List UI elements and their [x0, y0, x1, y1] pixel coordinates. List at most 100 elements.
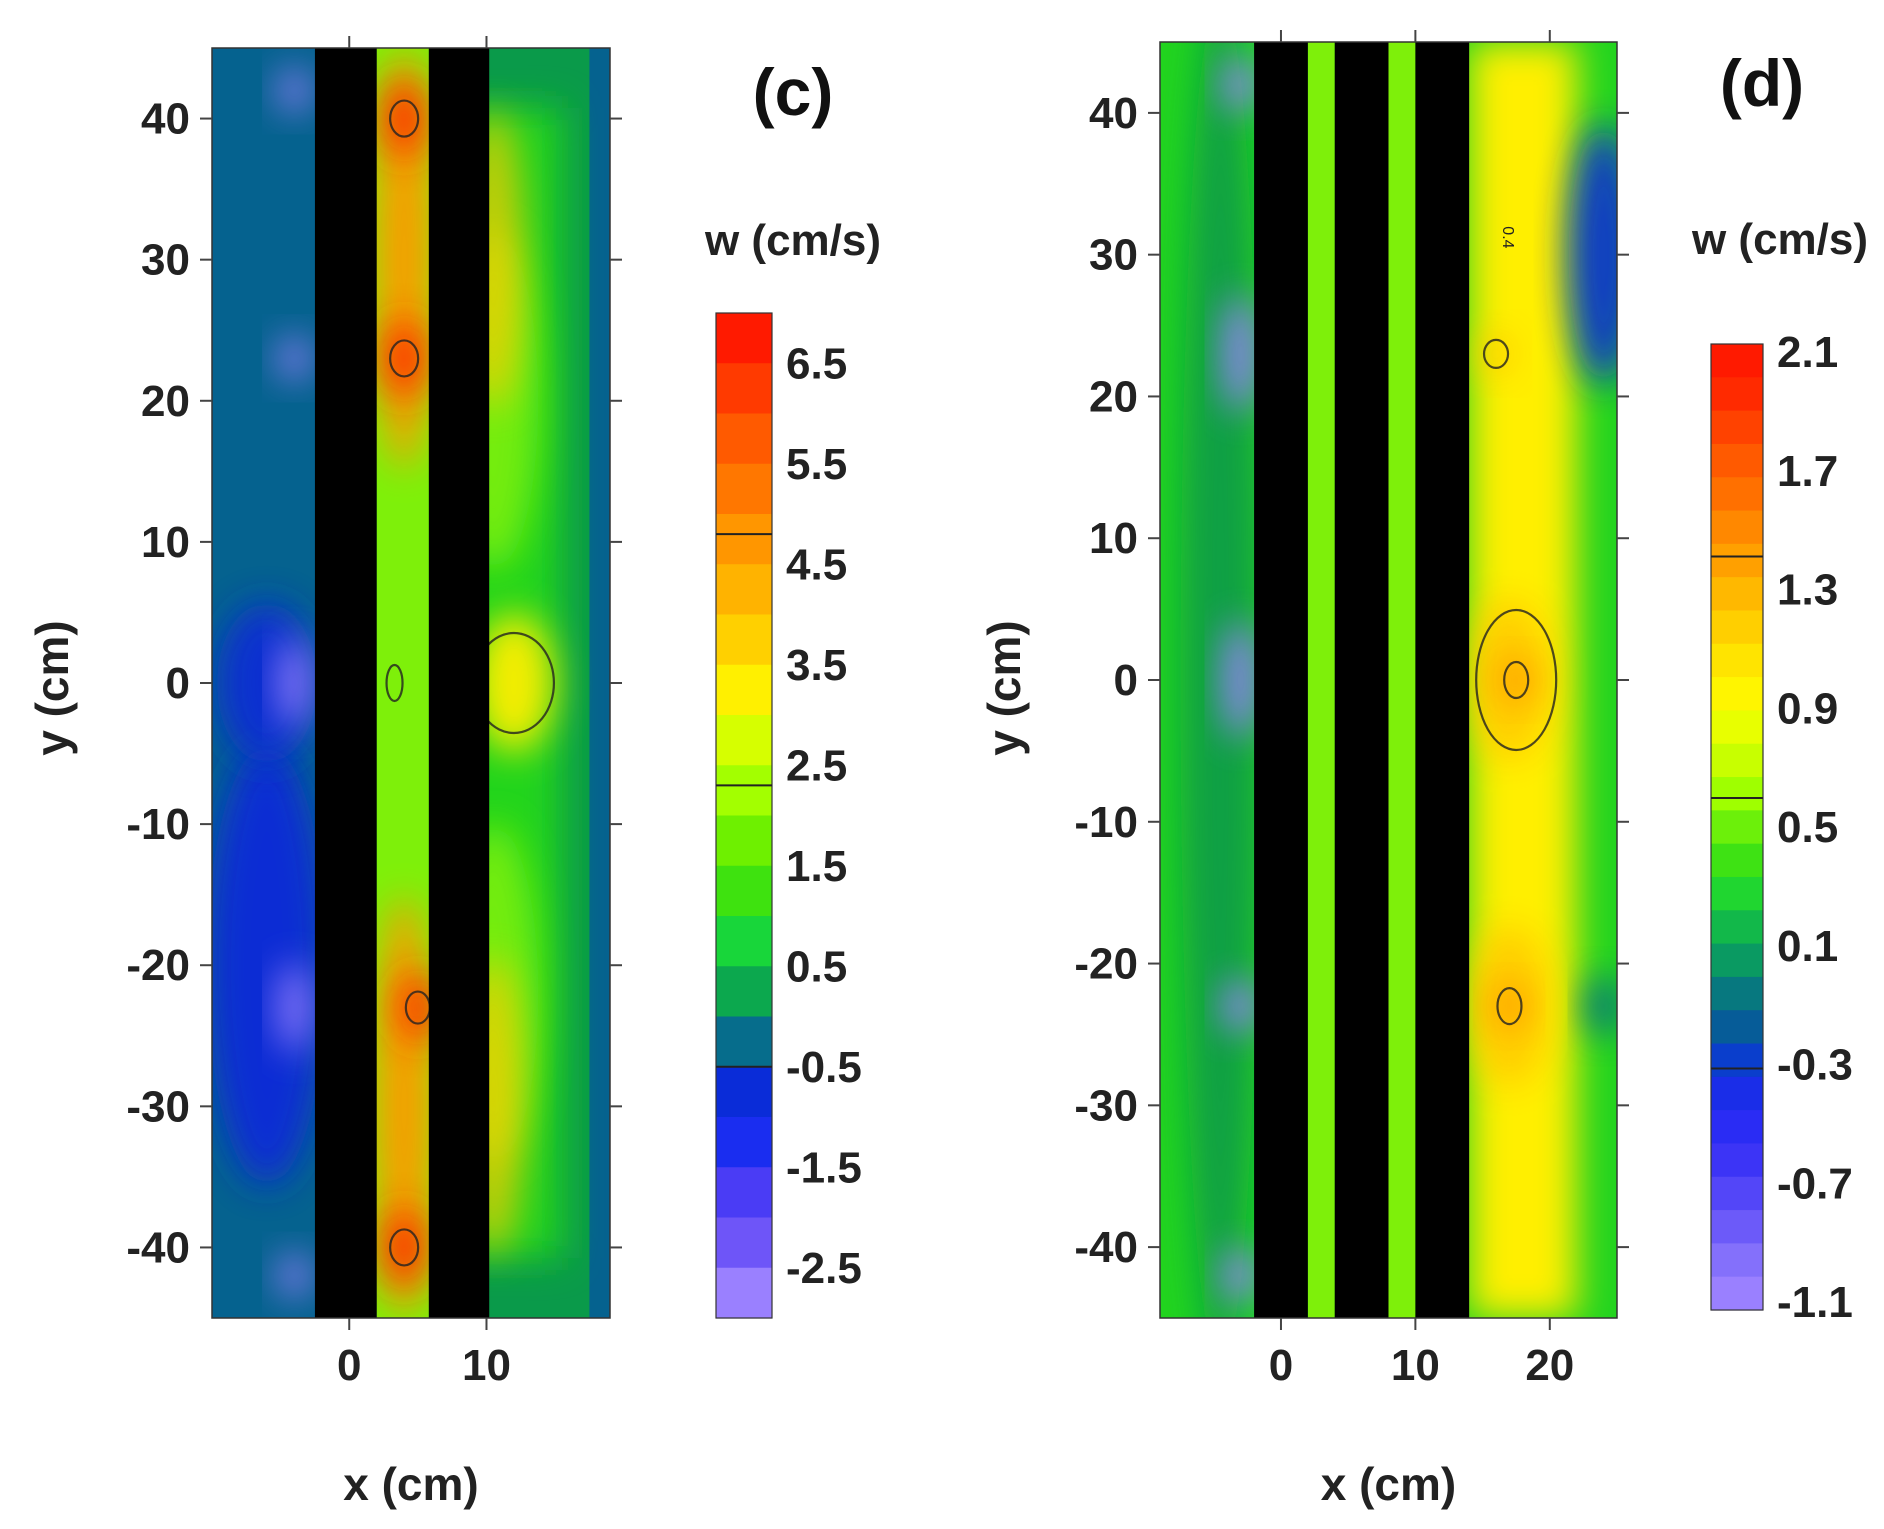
colorbar-swatch: [716, 564, 772, 616]
colorbar-label: 3.5: [786, 641, 847, 690]
field-peak-strip-y23: [382, 318, 427, 399]
y-tick-label: -10: [1074, 798, 1138, 847]
colorbar-label: 1.5: [786, 842, 847, 891]
colorbar-frame: [1710, 343, 1764, 1311]
colorbar-label: -0.7: [1777, 1159, 1853, 1208]
field-min-left-2: [278, 638, 311, 728]
colorbar-swatch: [716, 865, 772, 917]
colorbar-label: -2.5: [786, 1244, 862, 1293]
y-tick-label: 10: [141, 518, 190, 567]
colorbar-label: 0.5: [786, 942, 847, 991]
colorbar-swatch: [1711, 943, 1763, 978]
colorbar-swatch: [1711, 510, 1763, 545]
y-tick-label: 40: [141, 95, 190, 144]
x-tick-label: 10: [1391, 1341, 1440, 1390]
colorbar-label: 1.3: [1777, 566, 1838, 615]
colorbar-swatch: [716, 966, 772, 1018]
colorbar-swatch: [1711, 710, 1763, 745]
colorbar-swatch: [716, 313, 772, 364]
colorbar-swatch: [1711, 344, 1763, 378]
colorbar-swatch: [716, 363, 772, 415]
x-axis-label: x (cm): [343, 1458, 478, 1510]
colorbar-label: -1.5: [786, 1143, 862, 1192]
contour-line-3: [1482, 338, 1510, 370]
colorbar-swatch: [1711, 1076, 1763, 1111]
panel-label: (c): [753, 55, 834, 129]
colorbar-swatch: [1711, 477, 1763, 512]
colorbar-swatch: [1711, 843, 1763, 878]
colorbar-swatch: [1711, 743, 1763, 778]
colorbar-swatch: [1711, 976, 1763, 1011]
colorbar-label: 2.1: [1777, 328, 1838, 377]
field-peak-right-upper: [1478, 331, 1515, 376]
colorbar-label: -0.5: [786, 1043, 862, 1092]
colorbar-label: 0.9: [1777, 684, 1838, 733]
y-tick-label: -30: [126, 1082, 190, 1131]
colorbar-swatch: [1711, 1210, 1763, 1244]
colorbar-label: 2.5: [786, 741, 847, 790]
colorbar-swatch: [716, 1016, 772, 1068]
field-peak-strip-ym40: [382, 1207, 427, 1288]
contour-line-4: [389, 1228, 420, 1267]
colorbar-swatch: [1711, 1043, 1763, 1078]
y-tick-label: 40: [1089, 89, 1138, 138]
colorbar-swatch: [716, 765, 772, 817]
colorbar-swatch: [1711, 410, 1763, 445]
y-tick-label: -20: [126, 941, 190, 990]
colorbar-swatch: [1711, 810, 1763, 845]
colorbar-swatch: [1711, 1243, 1763, 1278]
y-tick-label: 0: [1114, 656, 1138, 705]
colorbar-label: -0.3: [1777, 1041, 1853, 1090]
colorbar-swatch: [716, 1066, 772, 1118]
contour-label: 0.4: [1499, 226, 1516, 248]
colorbar-swatch: [716, 514, 772, 565]
contour-line-1: [389, 99, 420, 138]
panel-c: 40 30 20 10 0 -10 -20 -30 -40 0 10 x (cm) y (cm) (c) w…: [26, 36, 881, 1510]
contour-line-5: [385, 663, 404, 703]
colorbar-swatch: [1711, 910, 1763, 945]
colorbar-label: 1.7: [1777, 447, 1838, 496]
field-region-left-blue: [212, 745, 327, 1186]
field-strip-1: [1307, 42, 1335, 1318]
colorbar-swatch: [1711, 1276, 1763, 1311]
y-tick-label: 10: [1089, 514, 1138, 563]
colorbar-swatch: [716, 664, 772, 716]
colorbar-swatch: [1711, 377, 1763, 412]
y-axis-label: y (cm): [978, 620, 1030, 755]
obstacle-bar-3: [1415, 42, 1470, 1318]
x-axis-label: x (cm): [1321, 1458, 1456, 1510]
colorbar-swatch: [716, 916, 772, 967]
colorbar-swatch: [716, 463, 772, 515]
y-axis-label: y (cm): [26, 620, 78, 755]
x-tick-label: 10: [462, 1341, 511, 1390]
obstacle-bar-2: [1334, 42, 1389, 1318]
colorbar-label: 5.5: [786, 440, 847, 489]
field-min-left-1: [278, 336, 311, 381]
colorbar-swatch: [1711, 1143, 1763, 1178]
field-min-left-4: [278, 1253, 311, 1298]
field-min-left-3: [1222, 978, 1259, 1035]
x-tick-label: 0: [337, 1341, 361, 1390]
x-tick-label: 0: [1269, 1341, 1293, 1390]
y-tick-label: -40: [126, 1223, 190, 1272]
contour-lines: [1475, 338, 1558, 1026]
colorbar-swatch: [1711, 677, 1763, 712]
field-peak-strip-y40: [382, 78, 427, 159]
y-tick-label: -20: [1074, 940, 1138, 989]
colorbar-swatch: [716, 614, 772, 666]
panel-label: (d): [1720, 46, 1804, 120]
field-region-far-right-teal: [1585, 976, 1617, 1037]
field-min-left-2: [1222, 620, 1259, 740]
colorbar-swatch: [1711, 577, 1763, 612]
field-strip-2: [1388, 42, 1416, 1318]
colorbar-frame: [715, 312, 773, 1319]
colorbar-swatch: [1711, 777, 1763, 811]
colorbar-label: 6.5: [786, 339, 847, 388]
y-tick-label: 20: [141, 377, 190, 426]
x-tick-label: 20: [1525, 1341, 1574, 1390]
colorbar-swatch: [1711, 876, 1763, 911]
contour-line-1: [1503, 660, 1530, 700]
field-region-far-right-blue: [1568, 124, 1617, 385]
colorbar-swatch: [1711, 610, 1763, 645]
colorbar-title: w (cm/s): [704, 216, 881, 265]
